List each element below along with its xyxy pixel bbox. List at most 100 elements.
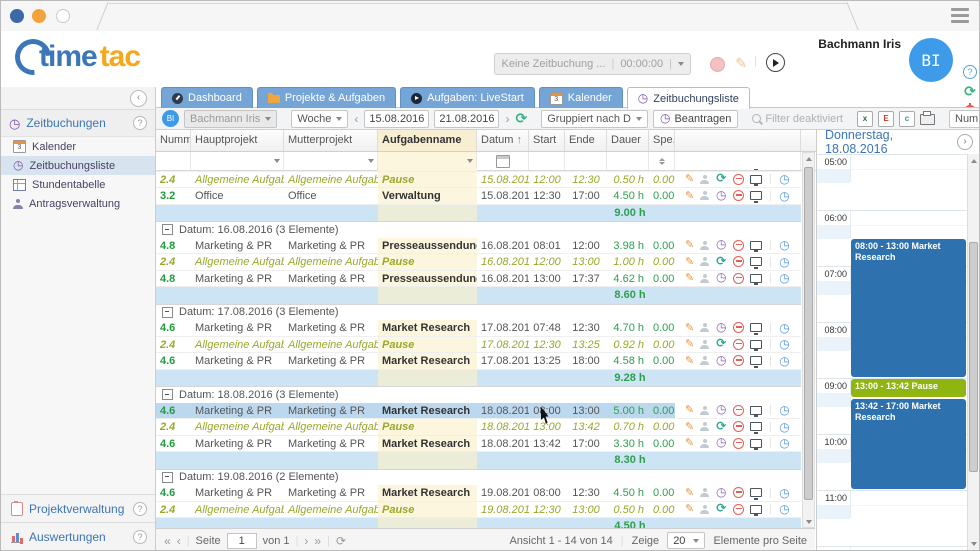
print-icon[interactable] [920, 114, 935, 125]
filter-dropdown-icon[interactable] [368, 159, 374, 163]
table-row[interactable]: 3.2OfficeOfficeVerwaltung15.08.201612:30… [156, 188, 801, 205]
prev-week-icon[interactable]: ‹ [353, 112, 359, 126]
remove-icon[interactable] [733, 322, 744, 333]
column-header-Numm...[interactable]: Numm... [156, 130, 191, 151]
remove-icon[interactable] [733, 240, 744, 251]
period-select[interactable]: Woche [291, 110, 348, 128]
table-scrollbar[interactable] [802, 152, 815, 528]
time-icon[interactable]: ◷ [770, 191, 789, 201]
next-page-icon[interactable]: › [304, 534, 308, 548]
table-row[interactable]: 2.4Allgemeine AufgabenAllgemeine Aufgabe… [156, 419, 801, 436]
time-icon[interactable]: ◷ [770, 323, 789, 333]
time-icon[interactable]: ◷ [770, 405, 789, 415]
column-header-Start[interactable]: Start [529, 130, 565, 151]
filter-dropdown-icon[interactable] [274, 159, 280, 163]
page-input[interactable]: 1 [227, 533, 257, 549]
filter-cell[interactable] [378, 152, 477, 170]
calendar-event[interactable]: 08:00 - 13:00 Market Research [851, 239, 966, 377]
assignee-icon[interactable] [700, 488, 709, 497]
remove-icon[interactable] [733, 421, 744, 432]
edit-icon[interactable]: ✎ [685, 356, 694, 366]
assignee-icon[interactable] [700, 274, 709, 283]
filter-cell[interactable] [191, 152, 284, 170]
sidebar-section-zeitbuchungen[interactable]: ◷ Zeitbuchungen ? [1, 110, 155, 137]
column-header-Aufgabenname[interactable]: Aufgabenname [378, 130, 477, 151]
export-excel-icon[interactable]: x [857, 111, 873, 127]
sidebar-item-zeitbuchungsliste[interactable]: ◷Zeitbuchungsliste [1, 156, 155, 175]
section-help-icon[interactable]: ? [133, 116, 147, 130]
edit-icon[interactable]: ✎ [685, 438, 694, 448]
remove-icon[interactable] [733, 438, 744, 449]
edit-icon[interactable]: ✎ [685, 240, 694, 250]
stop-icon[interactable] [710, 57, 725, 72]
time-icon[interactable]: ◷ [770, 240, 789, 250]
table-row[interactable]: 4.6Marketing & PRMarketing & PRMarket Re… [156, 353, 801, 370]
booking-clock-icon[interactable]: ◷ [716, 402, 726, 416]
edit-icon[interactable]: ✎ [685, 191, 694, 201]
column-header-Spe..[interactable]: Spe.. [649, 130, 675, 151]
time-icon[interactable]: ◷ [770, 356, 789, 366]
scroll-thumb[interactable] [969, 242, 978, 472]
filter-cell[interactable] [607, 152, 649, 170]
filter-cell[interactable] [156, 152, 191, 170]
table-row[interactable]: 4.6Marketing & PRMarketing & PRMarket Re… [156, 485, 801, 502]
table-row[interactable]: 2.4Allgemeine AufgabenAllgemeine Aufgabe… [156, 502, 801, 519]
assignee-icon[interactable] [700, 406, 709, 415]
first-page-icon[interactable]: « [164, 534, 171, 548]
assignee-icon[interactable] [700, 323, 709, 332]
column-header-Hauptprojekt[interactable]: Hauptprojekt [191, 130, 284, 151]
column-header-Dauer[interactable]: Dauer [607, 130, 649, 151]
monitor-icon[interactable] [750, 356, 762, 365]
section-help-icon[interactable]: ? [133, 530, 147, 544]
remove-icon[interactable] [733, 405, 744, 416]
window-dot-yellow[interactable] [32, 9, 46, 23]
group-header[interactable]: Datum: 18.08.2016 (3 Elemente) [156, 386, 801, 403]
export-pdf-icon[interactable]: E [878, 111, 894, 127]
remove-icon[interactable] [733, 190, 744, 201]
collapse-group-icon[interactable] [162, 307, 173, 318]
date-picker-icon[interactable] [496, 155, 510, 168]
sidebar-item-antragsverwaltung[interactable]: Antragsverwaltung [1, 194, 155, 213]
filter-cell[interactable] [565, 152, 607, 170]
table-row[interactable]: 4.6Marketing & PRMarketing & PRMarket Re… [156, 436, 801, 453]
scroll-thumb[interactable] [804, 167, 813, 500]
window-dot-blue[interactable] [10, 9, 24, 23]
date-to-input[interactable]: 21.08.2016 [434, 110, 499, 128]
assignee-icon[interactable] [700, 439, 709, 448]
date-from-input[interactable]: 15.08.2016 [364, 110, 429, 128]
table-row[interactable]: 2.4Allgemeine AufgabenAllgemeine Aufgabe… [156, 172, 801, 189]
chevron-down-icon[interactable] [678, 62, 684, 66]
column-header-Mutterprojekt[interactable]: Mutterprojekt [284, 130, 378, 151]
sync-icon[interactable]: ⟳ [716, 171, 726, 185]
booking-clock-icon[interactable]: ◷ [716, 353, 726, 367]
sidebar-item-kalender[interactable]: Kalender [1, 137, 155, 156]
edit-icon[interactable]: ✎ [685, 504, 694, 514]
table-row[interactable]: 2.4Allgemeine AufgabenAllgemeine Aufgabe… [156, 254, 801, 271]
monitor-icon[interactable] [750, 340, 762, 349]
time-icon[interactable]: ◷ [770, 488, 789, 498]
filter-status[interactable]: Filter deaktiviert [752, 113, 843, 125]
collapse-group-icon[interactable] [162, 224, 173, 235]
hamburger-menu-icon[interactable] [951, 8, 969, 26]
time-icon[interactable]: ◷ [770, 174, 789, 184]
time-icon[interactable]: ◷ [770, 504, 789, 514]
table-row[interactable]: 2.4Allgemeine AufgabenAllgemeine Aufgabe… [156, 337, 801, 354]
monitor-icon[interactable] [750, 422, 762, 431]
edit-note-icon[interactable]: ✎ [735, 55, 747, 72]
reload-page-icon[interactable]: ⟳ [336, 534, 346, 548]
spinner-icon[interactable] [659, 158, 665, 165]
timer-widget[interactable]: Keine Zeitbuchung ... | 00:00:00 | [494, 53, 691, 75]
group-by-select[interactable]: Gruppiert nach D [541, 110, 648, 128]
next-day-icon[interactable]: › [957, 134, 973, 150]
monitor-icon[interactable] [750, 439, 762, 448]
window-dot-white[interactable] [56, 9, 70, 23]
sync-icon[interactable]: ⟳ [716, 254, 726, 268]
time-icon[interactable]: ◷ [770, 257, 789, 267]
booking-clock-icon[interactable]: ◷ [716, 188, 726, 202]
scroll-down-icon[interactable] [968, 538, 979, 549]
sync-icon[interactable]: ⟳ [716, 501, 726, 515]
table-row[interactable]: 4.8Marketing & PRMarketing & PRPresseaus… [156, 271, 801, 288]
booking-clock-icon[interactable]: ◷ [716, 320, 726, 334]
page-size-select[interactable]: 20 [667, 532, 705, 549]
assignee-icon[interactable] [700, 340, 709, 349]
